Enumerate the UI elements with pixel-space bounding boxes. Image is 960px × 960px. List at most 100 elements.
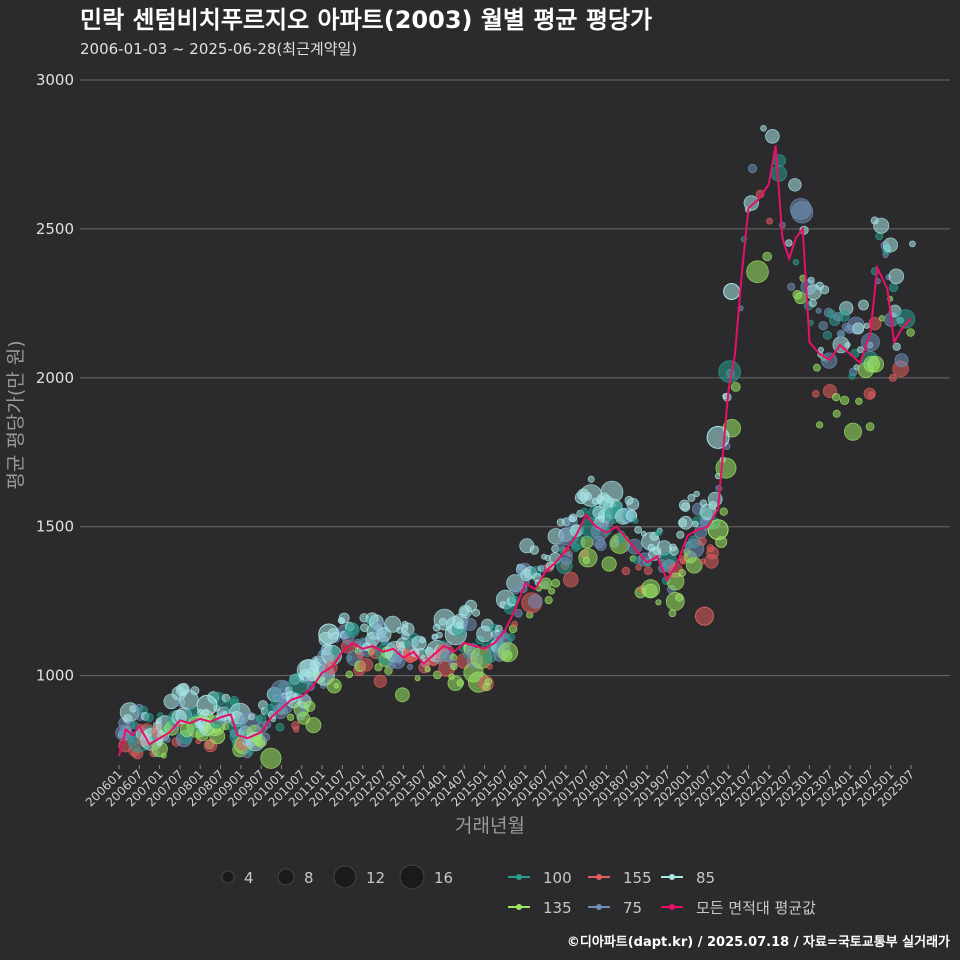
scatter-point [844,422,863,441]
scatter-point [318,623,340,645]
scatter-point [723,283,741,300]
chart-subtitle: 2006-01-03 ~ 2025-06-28(최근계약일) [80,40,357,58]
scatter-point [669,546,679,556]
scatter-point [196,694,218,716]
scatter-point [401,622,415,636]
color-legend: 100 135 155 75 85 모든 면적대 평균값 [508,869,816,917]
scatter-point [398,641,406,648]
scatter-point [641,579,661,599]
size-legend-dot [277,868,295,886]
scatter-point [888,373,897,382]
scatter-point [495,624,503,633]
scatter-point [875,232,884,241]
scatter-point [450,662,458,671]
scatter-point [304,700,316,712]
scatter-point [634,526,642,534]
legend-swatch-dot [596,904,602,910]
scatter-point [359,657,374,672]
scatter-point [501,650,513,661]
scatter-point [472,608,481,617]
scatter-point [621,566,631,576]
y-tick-label: 2500 [36,220,74,238]
scatter-point [789,197,812,220]
scatter-point [190,686,200,696]
scatter-point [695,606,714,626]
scatter-point [746,260,769,284]
scatter-point [815,307,822,314]
scatter-point [221,693,231,703]
scatter-point [715,457,737,479]
scatter-point [463,617,477,631]
scatter-point [261,732,271,742]
size-legend: 4 8 12 16 [221,864,453,890]
scatter-point [248,713,255,721]
scatter-point [743,195,760,211]
scatter-point [587,475,595,483]
scatter-point [772,154,786,168]
scatter-point [857,346,865,354]
scatter-point [346,622,359,635]
scatter-point [760,125,767,132]
size-legend-label: 8 [304,869,314,887]
scatter-point [544,595,553,605]
x-axis-label: 거래년월 [455,815,525,837]
scatter-point [832,393,841,402]
scatter-point [762,251,772,262]
scatter-point [855,397,863,405]
y-tick-label: 2000 [36,369,74,387]
scatter-point [595,539,607,551]
legend-swatch-dot [669,904,675,910]
scatter-point [464,599,477,613]
scatter-point [766,217,773,225]
scatter-point [698,536,707,546]
scatter-point [486,663,493,670]
scatter-point [456,679,465,687]
size-legend-dot [221,870,235,884]
scatter-point [333,682,340,689]
scatter-point [706,546,719,560]
legend-swatch-dot [516,904,522,910]
scatter-point [896,309,916,329]
scatter-point [848,372,856,380]
scatter-point [813,363,821,372]
scatter-point [580,507,589,516]
legend-swatch-dot [516,874,522,880]
x-axis-ticks: 2006012006072007012007072008012008072009… [83,765,917,810]
scatter-point [807,276,815,284]
scatter-point [655,529,663,537]
scatter-point [815,421,824,429]
scatter-point [419,636,426,644]
scatter-point [819,285,830,295]
scatter-point [832,409,841,418]
scatter-point [675,593,684,602]
scatter-point [792,258,800,266]
legend-label: 모든 면적대 평균값 [696,899,816,917]
scatter-point [632,517,639,524]
scatter-point [892,342,901,351]
scatter-point [291,721,300,730]
chart-title: 민락 센텀비치푸르지오 아파트(2003) 월별 평균 평당가 [80,6,652,34]
scatter-point [873,217,890,234]
scatter-point [345,670,354,679]
scatter-point [838,310,850,322]
scatter-point [676,530,685,539]
scatter-point [655,599,662,606]
scatter-point [394,687,410,703]
scatter-point [678,515,693,530]
scatter-point [747,163,758,174]
scatter-point [286,713,295,721]
legend-label: 100 [543,869,572,887]
scatter-point [506,632,516,642]
scatter-point [374,663,383,672]
legend-label: 135 [543,899,572,917]
scatter-point [221,723,229,731]
scatter-point [678,569,686,577]
trend-line [118,145,912,757]
scatter-point [449,653,458,661]
scatter-point [707,519,729,541]
scatter-point [529,545,540,555]
scatter-point [384,615,402,633]
scatter-point [719,507,728,516]
scatter-point [693,490,700,498]
scatter-point [867,355,884,373]
